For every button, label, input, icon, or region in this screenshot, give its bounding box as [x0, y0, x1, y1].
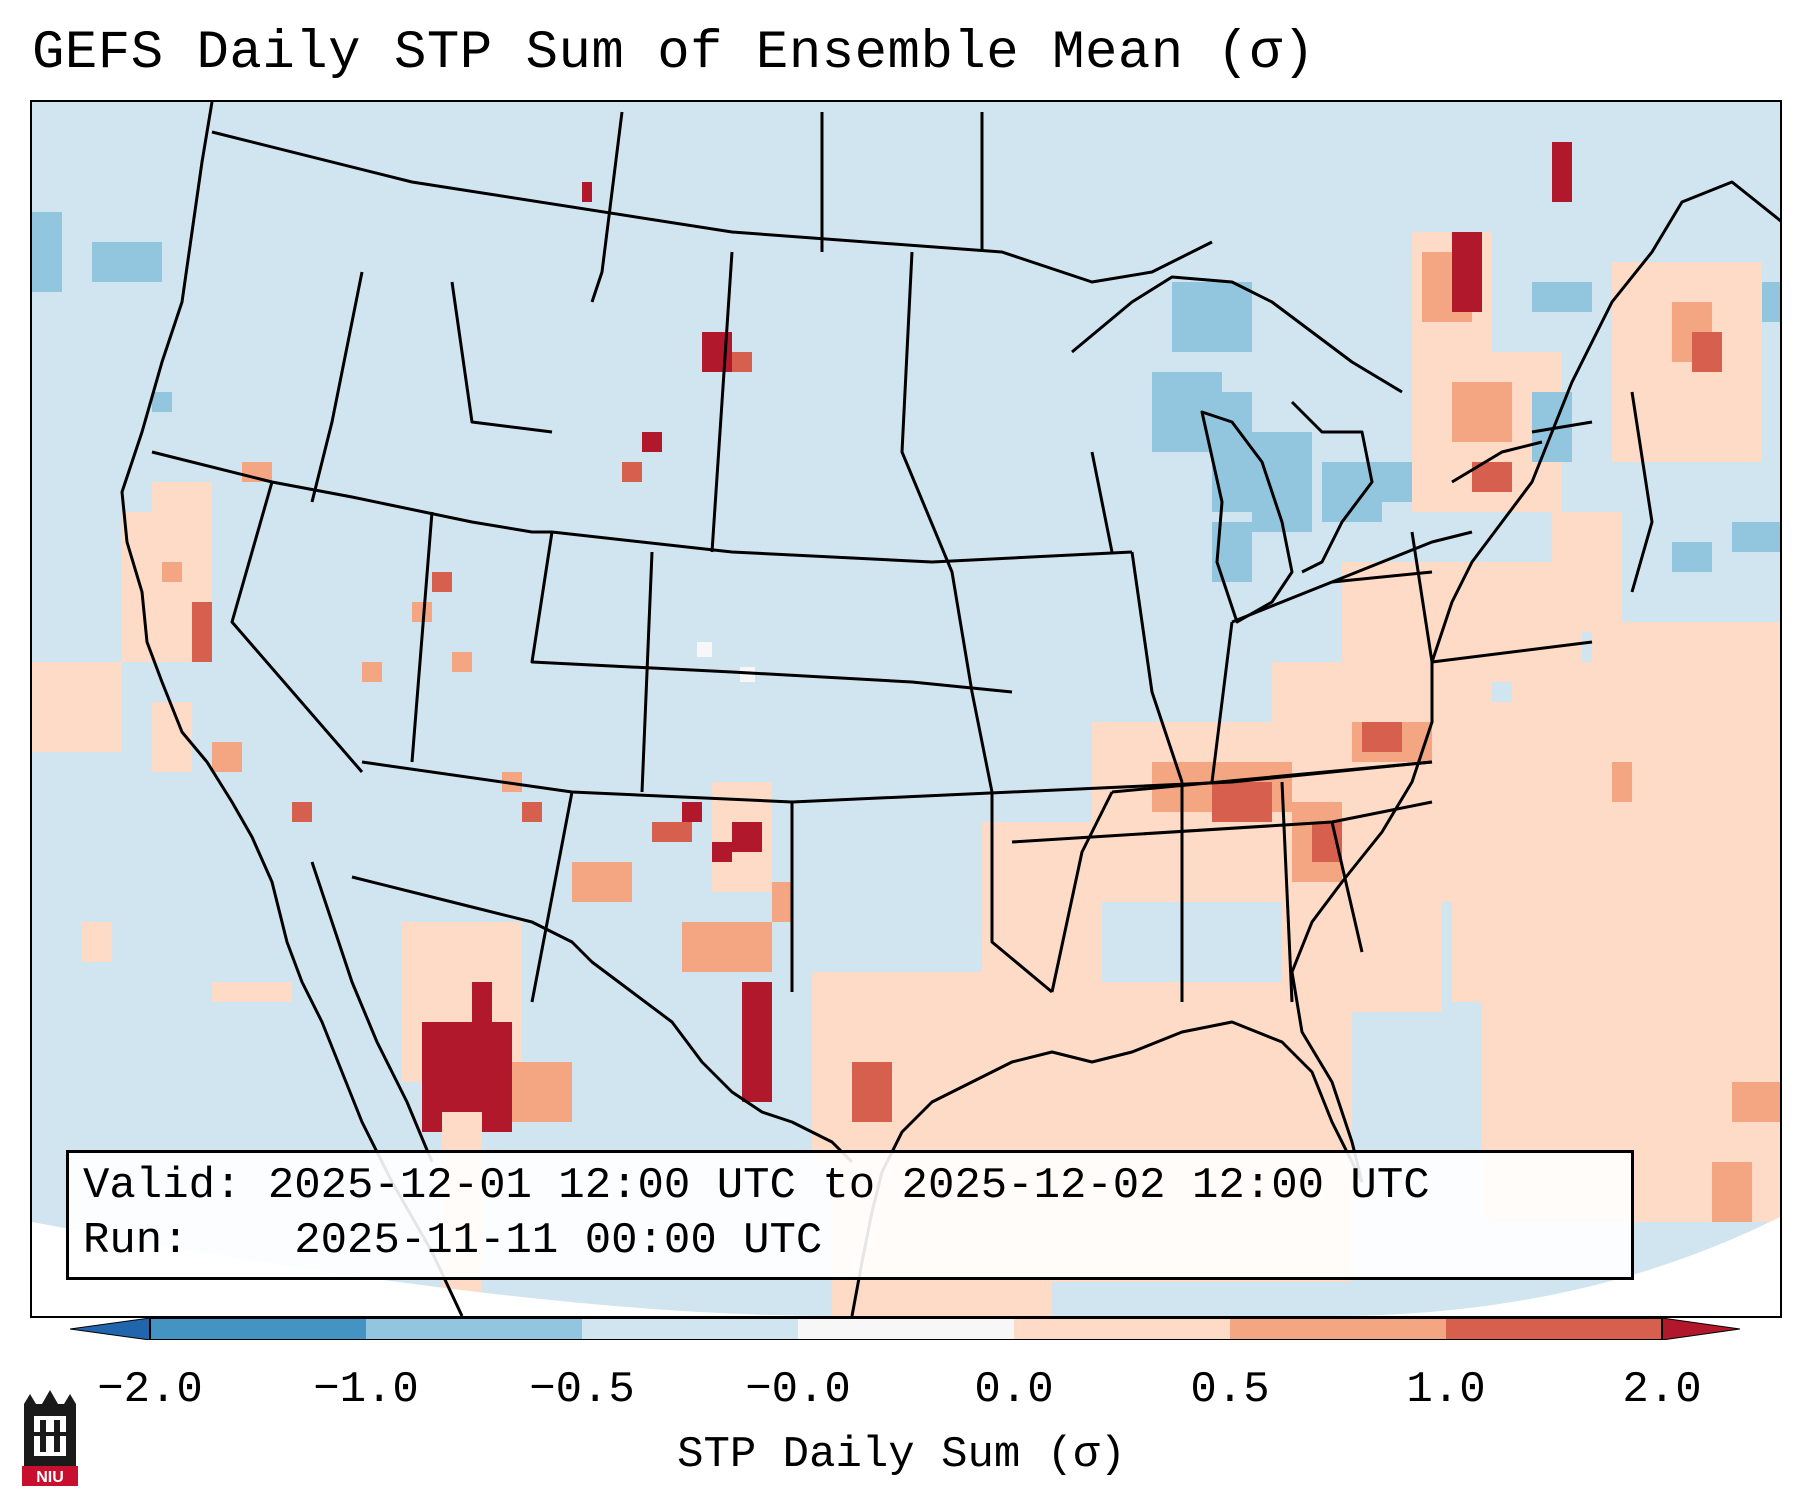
colorbar-bin-1: [150, 1318, 366, 1340]
valid-time: 2025-12-01 12:00 UTC to 2025-12-02 12:00…: [267, 1161, 1430, 1211]
colorbar-tick-label: 0.0: [974, 1365, 1054, 1415]
valid-label: Valid:: [83, 1161, 242, 1211]
page-title: GEFS Daily STP Sum of Ensemble Mean (σ): [32, 23, 1316, 84]
valid-run-info-box: Valid: 2025-12-01 12:00 UTC to 2025-12-0…: [66, 1150, 1634, 1280]
colorbar-tick-label: −2.0: [97, 1365, 203, 1415]
state-boundaries: [120, 102, 1780, 1316]
colorbar-bin-2: [366, 1318, 582, 1340]
logo-text: NIU: [36, 1469, 64, 1486]
colorbar-under-extend: [70, 1318, 151, 1340]
map-panel: [30, 100, 1782, 1318]
colorbar-label: STP Daily Sum (σ): [677, 1430, 1126, 1480]
colorbar-tick-label: 2.0: [1622, 1365, 1702, 1415]
colorbar-tick-label: −0.0: [745, 1365, 851, 1415]
run-time: 2025-11-11 00:00 UTC: [294, 1216, 823, 1266]
colorbar-over-extend: [1661, 1318, 1740, 1340]
colorbar-tick-label: −1.0: [313, 1365, 419, 1415]
colorbar: [70, 1318, 1740, 1340]
colorbar-tick-label: −0.5: [529, 1365, 635, 1415]
colorbar-bin-3: [582, 1318, 798, 1340]
colorbar-bin-6: [1230, 1318, 1446, 1340]
colorbar-bin-4: [798, 1318, 1014, 1340]
colorbar-bin-7: [1446, 1318, 1662, 1340]
colorbar-bin-5: [1014, 1318, 1230, 1340]
stp-anomaly-cells: [32, 142, 1780, 1316]
niu-logo: NIU: [22, 1390, 78, 1486]
colorbar-tick-label: 0.5: [1190, 1365, 1270, 1415]
run-label: Run:: [83, 1216, 189, 1266]
colorbar-tick-label: 1.0: [1406, 1365, 1486, 1415]
stp-map: [32, 102, 1780, 1316]
projection-edge-left: [32, 1222, 832, 1316]
projection-edge-right: [1332, 1217, 1780, 1316]
